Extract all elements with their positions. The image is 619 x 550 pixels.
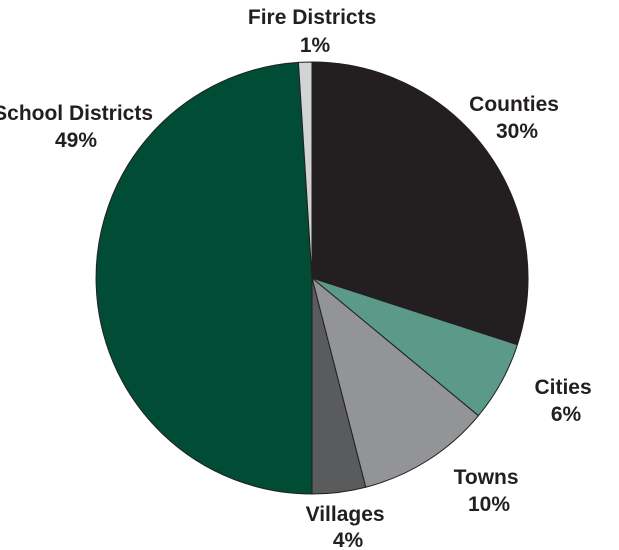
label-villages: Villages 4%: [306, 503, 391, 550]
label-cities: Cities 6%: [534, 376, 597, 426]
pie-slice-fire-districts: [297, 61, 313, 279]
label-fire-districts: Fire Districts 1%: [248, 6, 382, 57]
label-towns: Towns 10%: [454, 466, 525, 516]
label-counties: Counties 30%: [469, 93, 565, 143]
pie-slice-towns: [311, 277, 479, 488]
label-school-districts: School Districts 49%: [0, 102, 159, 152]
pie-slices: [95, 61, 529, 495]
pie-slice-school-districts: [95, 61, 313, 495]
pie-slice-counties: [311, 61, 529, 346]
